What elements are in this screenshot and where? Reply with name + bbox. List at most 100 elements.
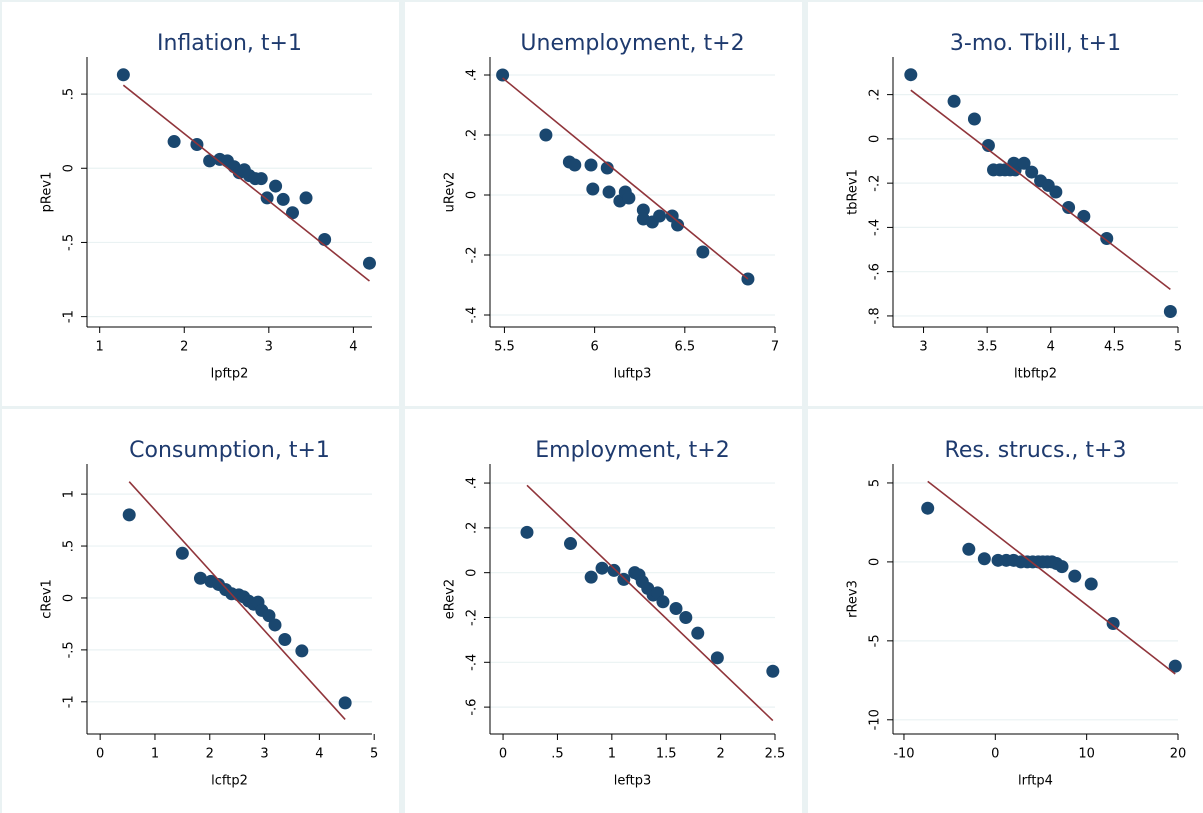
y-tick-label: .4 — [465, 69, 480, 81]
point — [167, 135, 181, 149]
point — [269, 179, 283, 193]
y-tick-label: 0 — [62, 594, 77, 602]
y-tick-label: -.8 — [868, 307, 883, 324]
y-tick-label: 1 — [62, 490, 77, 498]
point — [617, 572, 631, 586]
point — [600, 161, 614, 175]
fit-line — [526, 484, 774, 722]
point — [1168, 659, 1182, 673]
point — [295, 644, 309, 658]
point — [636, 203, 650, 217]
panel-title: 3-mo. Tbill, t+1 — [950, 31, 1121, 56]
point — [338, 696, 352, 710]
point — [1062, 200, 1076, 214]
y-tick-label: -.5 — [62, 641, 77, 658]
y-tick-label: -.5 — [62, 234, 77, 251]
x-tick-label: 0 — [991, 747, 999, 762]
y-axis-title: rRev3 — [846, 580, 861, 618]
panel-background — [2, 2, 399, 406]
y-axis-title: eRev2 — [443, 579, 458, 619]
point — [1068, 569, 1082, 583]
x-tick-label: 1 — [151, 747, 159, 762]
y-tick-label: -.2 — [465, 609, 480, 626]
panel-background — [2, 409, 399, 813]
point — [921, 501, 935, 515]
y-tick-label: .2 — [465, 129, 480, 141]
point — [1049, 185, 1063, 199]
y-tick-label: -.2 — [868, 175, 883, 192]
x-axis-title: ltbftp2 — [1014, 367, 1057, 382]
x-tick-label: 6.5 — [674, 340, 695, 355]
point — [520, 525, 534, 539]
x-axis-title: lcftp2 — [211, 774, 248, 789]
point — [669, 602, 683, 616]
panel: Inflation, t+1 .5 0 -.5 -1 1 2 3 4 lpftp2 pRev1 — [2, 2, 399, 406]
panel: Unemployment, t+2 .4 .2 0 -.2 -.4 5.5 6 6.5 7 luft… — [405, 2, 802, 406]
fit-line — [910, 89, 1171, 291]
y-axis-title: tbRev1 — [846, 169, 861, 215]
point — [278, 633, 292, 646]
point — [563, 537, 577, 551]
x-tick-label: 6 — [590, 340, 598, 355]
x-tick-label: 2.5 — [765, 747, 786, 762]
point — [1163, 305, 1177, 319]
x-tick-label: 3 — [919, 340, 927, 355]
y-tick-label: -.4 — [868, 219, 883, 236]
panel-title: Inflation, t+1 — [157, 31, 302, 56]
panel-background — [808, 409, 1203, 813]
point — [904, 68, 918, 82]
y-tick-label: .4 — [465, 477, 480, 489]
x-tick-label: 5 — [1174, 340, 1182, 355]
point — [568, 158, 582, 172]
point — [1077, 209, 1091, 223]
point — [977, 552, 991, 566]
point — [962, 542, 976, 556]
y-tick-label: .5 — [62, 540, 77, 552]
point — [595, 561, 609, 575]
y-tick-label: -1 — [62, 310, 77, 323]
point — [122, 508, 136, 522]
point — [696, 245, 710, 259]
point — [656, 595, 670, 609]
x-axis-title: leftp3 — [614, 774, 652, 789]
point — [116, 68, 130, 82]
x-tick-label: 1.5 — [656, 747, 677, 762]
fit-line — [502, 77, 749, 280]
x-axis-title: lpftp2 — [211, 367, 249, 382]
panel-background — [405, 2, 802, 406]
panel-background — [808, 2, 1203, 406]
x-tick-label: 1 — [608, 747, 616, 762]
y-tick-label: -.6 — [868, 263, 883, 280]
point — [299, 191, 313, 205]
y-tick-label: 0 — [465, 191, 480, 199]
point — [1106, 616, 1120, 630]
point — [362, 256, 376, 270]
x-tick-label: 4 — [315, 747, 323, 762]
point — [584, 158, 598, 172]
point — [539, 128, 553, 142]
y-tick-label: 0 — [62, 164, 77, 172]
x-tick-label: .5 — [551, 747, 563, 762]
x-tick-label: 3.5 — [977, 340, 998, 355]
point — [496, 68, 510, 82]
y-tick-label: .5 — [62, 88, 77, 100]
x-tick-label: 2 — [716, 747, 724, 762]
point — [981, 139, 995, 153]
point — [947, 94, 961, 108]
point — [1025, 165, 1039, 179]
point — [691, 626, 705, 640]
point — [584, 570, 598, 584]
panel-background — [405, 409, 802, 813]
y-tick-label: 5 — [868, 479, 883, 487]
y-tick-label: 0 — [465, 569, 480, 577]
x-tick-label: 4.5 — [1104, 340, 1125, 355]
x-tick-label: 2 — [180, 340, 188, 355]
point — [710, 651, 724, 665]
x-tick-label: 5.5 — [494, 340, 515, 355]
x-tick-label: 3 — [265, 340, 273, 355]
panel: 3-mo. Tbill, t+1 .2 0 -.2 -.4 -.6 -.8 3 3.5 4 4.5 5… — [808, 2, 1203, 406]
point — [268, 618, 282, 632]
point — [653, 209, 667, 223]
